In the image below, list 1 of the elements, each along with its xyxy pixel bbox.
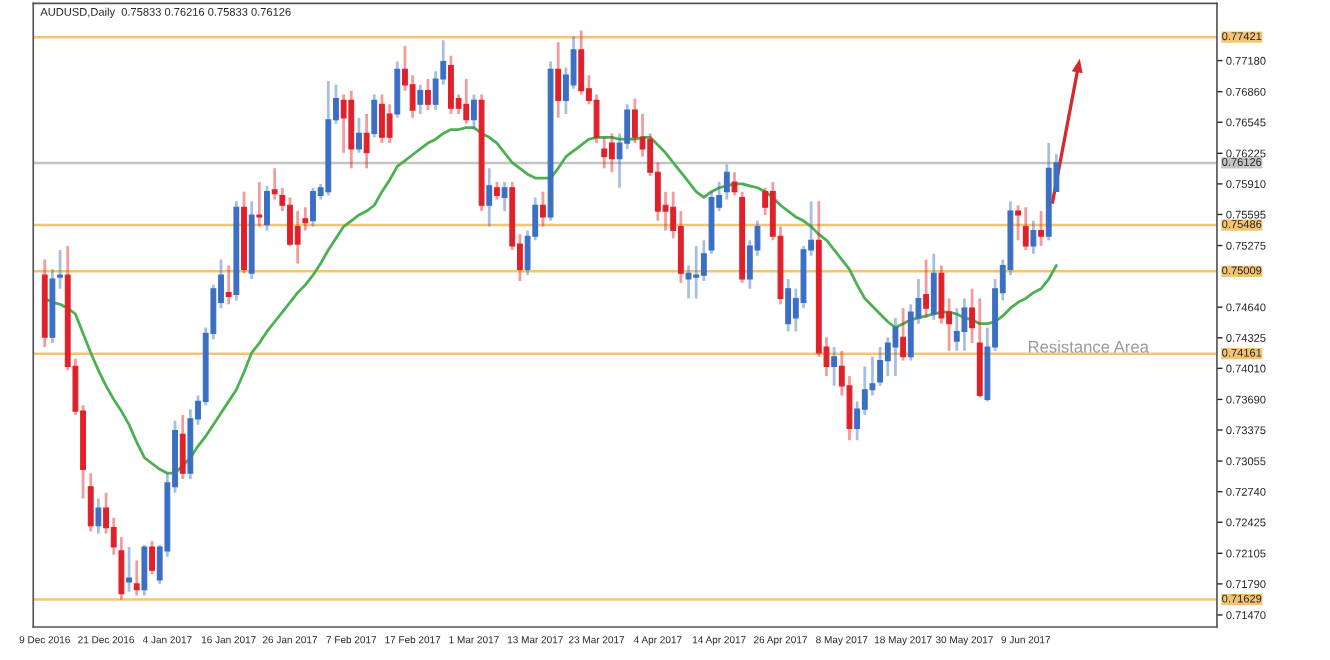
annotation: Resistance Area <box>1028 340 1149 353</box>
